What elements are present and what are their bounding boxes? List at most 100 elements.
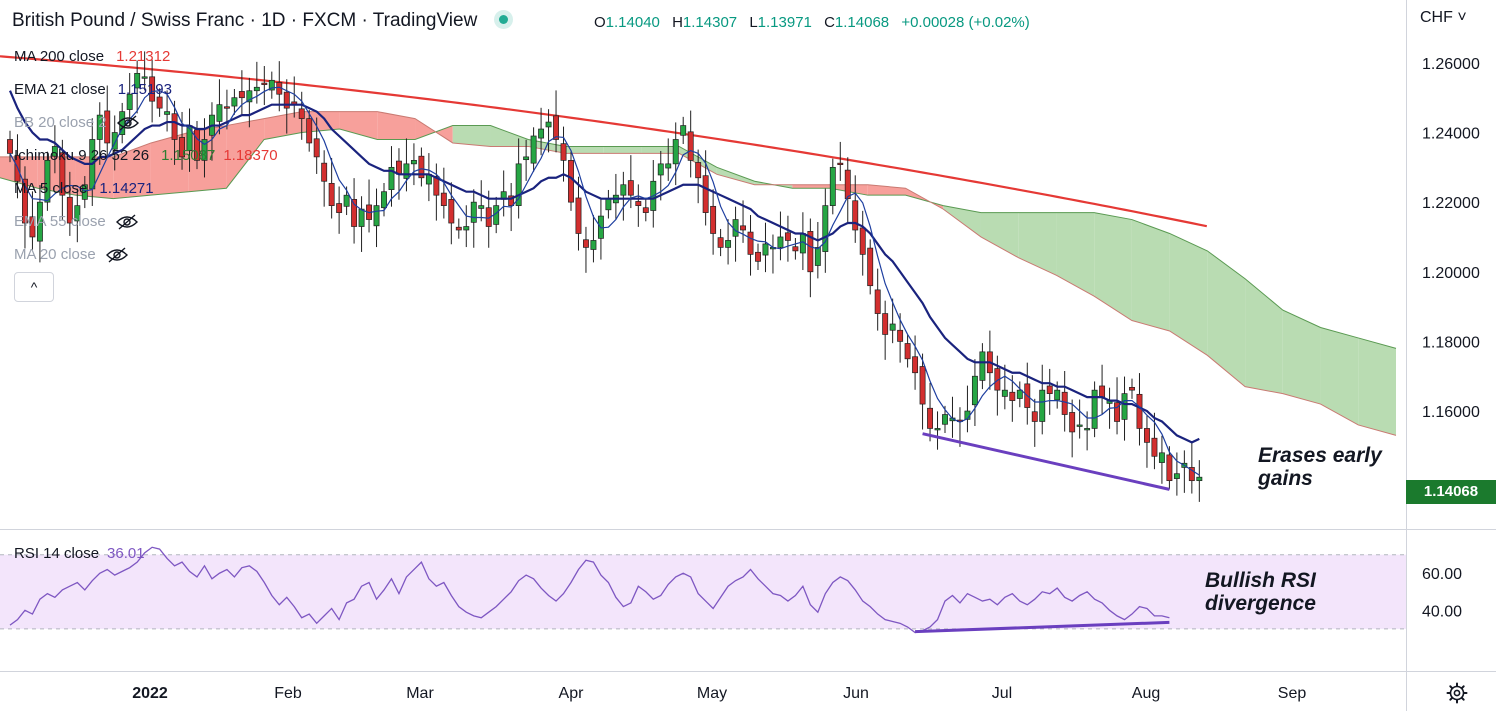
candle-up: [942, 414, 948, 425]
candle-up: [590, 240, 597, 250]
candle-down: [433, 176, 440, 196]
candle-up: [96, 114, 103, 140]
rsi-legend[interactable]: RSI 14 close 36.01: [14, 545, 145, 562]
market-status-icon: [499, 15, 509, 25]
time-tick-label: Feb: [274, 685, 302, 702]
time-tick-label: Mar: [406, 685, 434, 702]
rsi-axis[interactable]: 60.00 40.00: [1422, 566, 1462, 620]
time-tick-label: 2022: [132, 685, 168, 702]
rsi-annotation-line-2: divergence: [1205, 592, 1316, 615]
time-axis[interactable]: 2022 Feb Mar Apr May Jun Jul Aug Sep: [132, 685, 1306, 702]
open-value: 1.14040: [605, 14, 660, 31]
time-tick-label: Jul: [992, 685, 1012, 702]
cloud-segment: [1358, 337, 1396, 436]
legend-row[interactable]: EMA 21 close 1.15193: [14, 81, 172, 98]
legend-name: MA 5 close: [14, 180, 88, 197]
candle-down: [149, 76, 156, 102]
candle-up: [1196, 476, 1203, 482]
rsi-line: [9, 546, 1170, 634]
candle-down: [223, 106, 230, 109]
candle-down: [455, 226, 462, 231]
currency-selector[interactable]: CHF ˅: [1420, 9, 1467, 26]
collapse-legend-button[interactable]: ^: [14, 272, 54, 302]
cloud-segment: [339, 111, 378, 140]
candle-up: [463, 226, 470, 231]
hidden-eye-icon[interactable]: [115, 214, 138, 230]
candle-up: [470, 201, 477, 223]
legend-row[interactable]: MA 20 close: [14, 246, 128, 263]
candle-up: [381, 191, 387, 209]
cloud-segment: [226, 118, 265, 189]
ema21-line: [8, 90, 1200, 444]
time-tick-label: Sep: [1278, 685, 1307, 702]
candle-up: [74, 205, 81, 222]
candle-up: [971, 375, 978, 406]
cloud-segment: [490, 125, 529, 147]
legend-value: 1.14271: [99, 180, 154, 197]
candle-down: [882, 313, 889, 335]
cloud-segment: [943, 205, 981, 237]
legend-row[interactable]: EMA 55 close: [14, 213, 138, 230]
candle-up: [523, 156, 530, 161]
candle-down: [298, 108, 305, 119]
candle-down: [784, 232, 791, 241]
symbol-title[interactable]: British Pound / Swiss Franc · 1D · FXCM …: [12, 10, 522, 32]
candle-up: [680, 125, 687, 136]
rsi-annotation: Bullish RSI divergence: [1205, 569, 1316, 615]
candle-up: [829, 166, 836, 206]
candle-up: [934, 428, 941, 431]
candle-down: [448, 199, 455, 224]
candle-up: [1121, 393, 1128, 420]
candle-up: [126, 93, 133, 110]
last-price-badge: 1.14068: [1406, 480, 1496, 504]
price-tick-label: 1.26000: [1422, 56, 1480, 73]
candle-up: [410, 160, 417, 165]
candle-down: [1099, 385, 1106, 398]
low-key: L: [749, 14, 758, 31]
candle-up: [164, 111, 171, 115]
rsi-panel: [0, 546, 1406, 634]
candle-down: [1166, 454, 1173, 482]
legend-row[interactable]: Ichimoku 9 26 52 26 1.15087 1.18370: [14, 147, 278, 164]
ohlc-readout: O1.14040 H1.14307 L1.13971 C1.14068 +0.0…: [594, 14, 1038, 31]
legend-row[interactable]: MA 200 close 1.21312: [14, 48, 170, 65]
cloud-segment: [1245, 278, 1283, 394]
candle-down: [328, 182, 335, 206]
candle-down: [897, 329, 904, 342]
candle-up: [1039, 389, 1046, 422]
candle-down: [7, 139, 13, 154]
candle-down: [859, 227, 866, 255]
hidden-eye-icon[interactable]: [116, 115, 139, 131]
candle-down: [852, 200, 859, 231]
cloud-segment: [1018, 212, 1057, 276]
candle-up: [216, 104, 223, 122]
candle-down: [1129, 387, 1135, 391]
rsi-band-fill: [0, 554, 1406, 629]
candle-down: [59, 152, 66, 196]
rsi-tick-label: 60.00: [1422, 566, 1462, 583]
price-annotation-line-2: gains: [1258, 467, 1313, 490]
hidden-eye-icon[interactable]: [105, 247, 128, 263]
candle-up: [545, 121, 552, 128]
candle-down: [1114, 402, 1120, 422]
candle-down: [508, 195, 515, 206]
candle-up: [620, 184, 627, 196]
candle-up: [81, 184, 88, 200]
candle-down: [912, 356, 919, 374]
legend-row[interactable]: BB 20 close 2: [14, 114, 139, 131]
price-axis[interactable]: 1.26000 1.24000 1.22000 1.20000 1.18000 1.160…: [1422, 56, 1480, 421]
candle-down: [635, 201, 642, 206]
open-key: O: [594, 14, 606, 31]
candle-up: [538, 128, 545, 139]
cloud-segment: [1169, 233, 1208, 356]
ma5-path: [9, 86, 1200, 476]
settings-gear-icon[interactable]: [1446, 682, 1468, 704]
candle-down: [837, 162, 844, 166]
cloud-segment: [641, 146, 680, 154]
candle-up: [111, 132, 118, 150]
candle-up: [657, 163, 664, 176]
legend-name: MA 200 close: [14, 48, 105, 65]
cloud-segment: [377, 111, 416, 140]
legend-row[interactable]: MA 5 close 1.14271: [14, 180, 154, 197]
